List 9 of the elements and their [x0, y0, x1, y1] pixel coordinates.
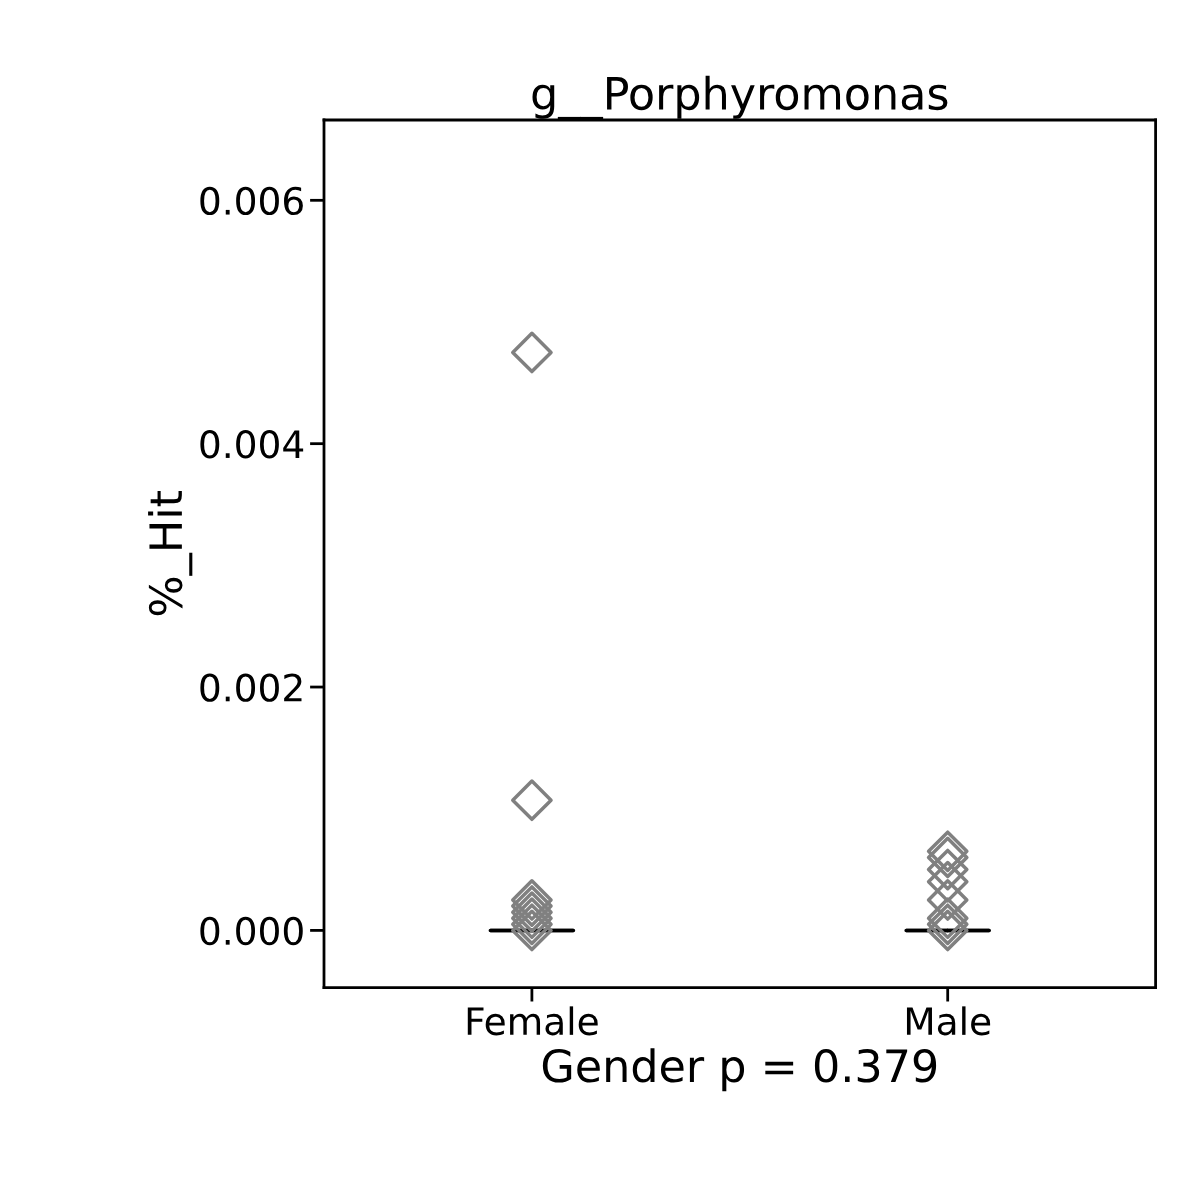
- y-axis-title: %_Hit: [148, 491, 193, 616]
- x-tick-label: Male: [906, 1006, 991, 1036]
- y-tick-label: 0.002: [200, 673, 302, 702]
- y-tick-label: 0.006: [200, 186, 303, 216]
- y-tick-label: 0.000: [200, 916, 303, 946]
- y-tick-label: 0.004: [200, 430, 304, 459]
- chart-title: g__Porphyromonas: [532, 75, 948, 120]
- x-tick-label: Female: [467, 1006, 598, 1036]
- x-axis-title: Gender p = 0.379: [542, 1048, 937, 1092]
